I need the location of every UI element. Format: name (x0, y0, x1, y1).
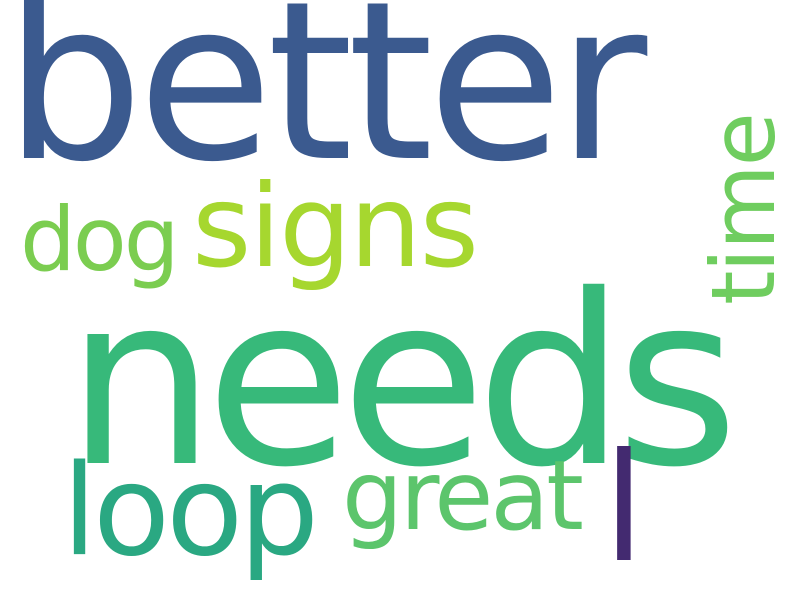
word-great: great (342, 440, 584, 552)
word-better: better (4, 0, 647, 210)
word-needs: needs (66, 244, 739, 519)
word-loop: loop (62, 437, 319, 584)
word-signs: signs (192, 160, 479, 293)
word-l: l (603, 422, 645, 596)
word-dog: dog (20, 188, 180, 291)
